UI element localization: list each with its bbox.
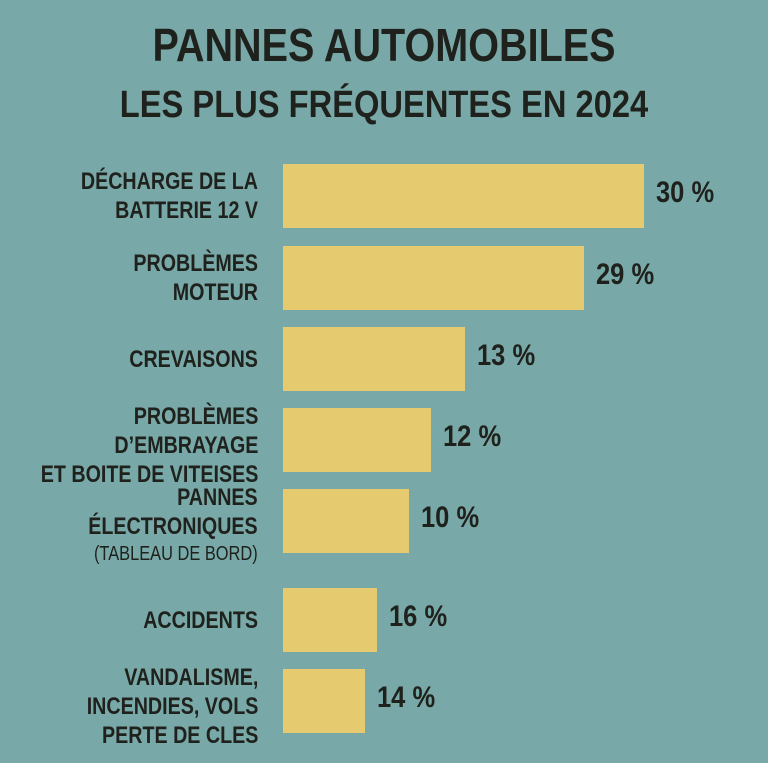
- category-label: PROBLÈMES MOTEUR: [133, 249, 258, 307]
- category-label-line: ÉLECTRONIQUES: [88, 513, 258, 540]
- data-label: 30 %: [656, 176, 715, 209]
- category-label: PROBLÈMES D’EMBRAYAGE ET BOITE DE VITEISES: [40, 402, 258, 489]
- category-label: ACCIDENTS: [143, 606, 258, 635]
- bar: [283, 327, 465, 391]
- category-label: DÉCHARGE DE LA BATTERIE 12 V: [81, 167, 258, 225]
- bar: [283, 408, 431, 472]
- chart-title: PANNES AUTOMOBILES: [152, 19, 616, 71]
- bar: [283, 164, 644, 228]
- data-label: 10 %: [421, 501, 480, 534]
- category-label-line: VANDALISME,: [123, 664, 258, 691]
- category-label-line: D’EMBRAYAGE: [114, 432, 258, 459]
- category-label: VANDALISME, INCENDIES, VOLS PERTE DE CLES: [86, 663, 258, 750]
- data-label: 16 %: [388, 600, 447, 633]
- bar: [283, 669, 365, 733]
- category-label-line: PERTE DE CLES: [101, 722, 258, 749]
- category-label: PANNES ÉLECTRONIQUES (TABLEAU DE BORD): [89, 483, 258, 567]
- category-label-line: ACCIDENTS: [143, 606, 258, 634]
- category-label-line: PROBLÈMES: [133, 403, 258, 430]
- data-label: 12 %: [443, 420, 502, 453]
- data-label: 13 %: [476, 339, 535, 372]
- category-label-line: INCENDIES, VOLS: [86, 693, 258, 720]
- category-label-line: (TABLEAU DE BORD): [94, 543, 258, 565]
- bar: [283, 489, 410, 553]
- category-label-line: DÉCHARGE DE LA: [80, 168, 258, 195]
- category-label-line: BATTERIE 12 V: [115, 197, 258, 224]
- bar: [283, 588, 377, 652]
- category-label-line: PROBLÈMES: [133, 250, 258, 277]
- data-label: 29 %: [595, 258, 654, 291]
- category-label-line: CREVAISONS: [129, 345, 258, 373]
- bar: [283, 246, 584, 310]
- data-label: 14 %: [376, 681, 435, 714]
- category-label-line: ET BOITE DE VITEISES: [40, 461, 258, 488]
- chart-subtitle: LES PLUS FRÉQUENTES EN 2024: [119, 84, 649, 126]
- category-label: CREVAISONS: [129, 345, 258, 374]
- category-label-line: MOTEUR: [172, 279, 258, 306]
- category-label-line: PANNES: [177, 484, 258, 511]
